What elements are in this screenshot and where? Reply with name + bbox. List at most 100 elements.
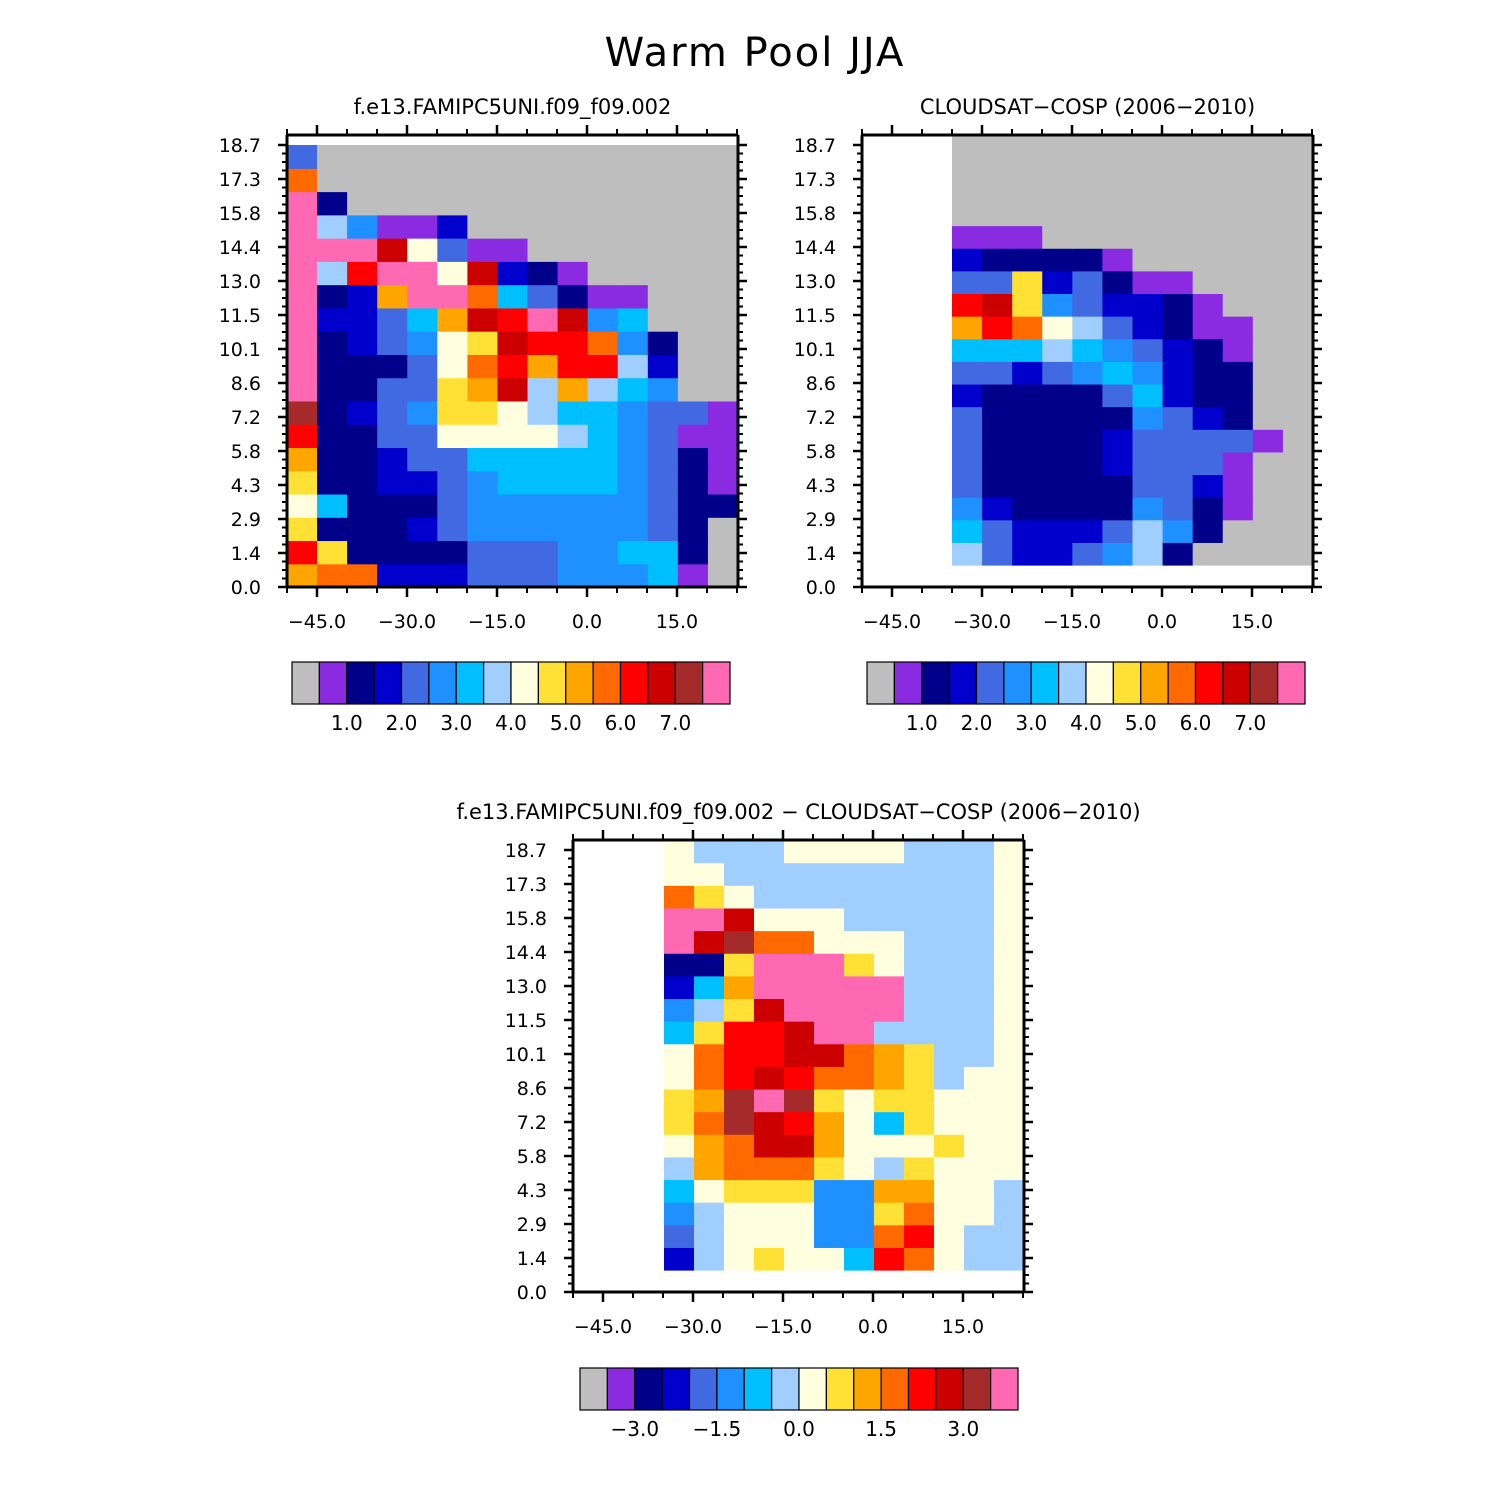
heatmap-cell — [754, 1066, 785, 1090]
heatmap-cell — [557, 145, 589, 169]
heatmap-cell — [1132, 202, 1164, 227]
heatmap-cell — [1192, 451, 1224, 476]
heatmap-cell — [724, 1043, 755, 1067]
heatmap-cell — [347, 563, 378, 588]
y-tick-label: 15.8 — [794, 203, 836, 225]
heatmap-cell — [377, 424, 408, 449]
colorbar-box — [1030, 661, 1060, 705]
heatmap-cell — [964, 1202, 995, 1226]
heatmap-cell — [677, 214, 709, 239]
heatmap-cell — [934, 930, 965, 954]
colorbar-box — [400, 661, 430, 705]
heatmap-cell — [1072, 474, 1104, 498]
heatmap-cell — [1162, 451, 1194, 476]
heatmap-cell — [1282, 383, 1314, 408]
heatmap-cell — [934, 1224, 965, 1248]
heatmap-cell — [952, 157, 983, 181]
heatmap-cell — [647, 168, 679, 193]
heatmap-cell — [407, 191, 438, 216]
heatmap-cell — [497, 168, 529, 193]
heatmap-cell — [1132, 474, 1164, 498]
heatmap-cell — [964, 1179, 995, 1203]
y-tick-label: 15.8 — [219, 203, 261, 225]
heatmap-cell — [587, 377, 619, 402]
heatmap-cell — [557, 517, 589, 542]
colorbar-box — [880, 1367, 910, 1411]
heatmap-cell — [377, 214, 408, 239]
heatmap-cell — [527, 377, 559, 402]
heatmap-cell — [1252, 451, 1284, 476]
heatmap-cell — [677, 447, 709, 472]
heatmap-cell — [347, 470, 378, 495]
heatmap-cell — [1282, 497, 1314, 521]
heatmap-cell — [587, 284, 619, 309]
heatmap-cell — [952, 135, 983, 159]
heatmap-cell — [754, 1179, 785, 1203]
heatmap-cell — [952, 293, 983, 317]
heatmap-cell — [994, 930, 1025, 954]
heatmap-cell — [814, 907, 845, 932]
heatmap-cell — [784, 1021, 815, 1045]
heatmap-cell — [467, 307, 499, 332]
heatmap-cell — [1102, 338, 1134, 362]
heatmap-cell — [1072, 270, 1104, 295]
heatmap-cell — [647, 261, 679, 286]
heatmap-cell — [707, 563, 739, 588]
heatmap-cell — [664, 930, 695, 954]
heatmap-cell — [587, 424, 619, 449]
x-tick-label: −45.0 — [863, 611, 921, 633]
heatmap-cell — [904, 1247, 935, 1271]
heatmap-cell — [694, 953, 725, 977]
heatmap-cell — [1252, 383, 1284, 408]
heatmap-cell — [437, 307, 468, 332]
heatmap-cell — [497, 145, 529, 169]
heatmap-cell — [1222, 202, 1254, 227]
heatmap-cell — [587, 400, 619, 425]
heatmap-cell — [1192, 180, 1224, 204]
heatmap-cell — [587, 447, 619, 472]
heatmap-cell — [844, 862, 875, 886]
heatmap-cell — [952, 542, 983, 566]
heatmap-cell — [994, 1043, 1025, 1067]
heatmap-cell — [707, 447, 739, 472]
heatmap-cell — [557, 238, 589, 262]
heatmap-cell — [814, 1156, 845, 1181]
heatmap-cell — [724, 975, 755, 1000]
heatmap-cell — [964, 885, 995, 909]
heatmap-cell — [784, 1179, 815, 1203]
colorbar-box — [921, 661, 950, 705]
heatmap-cell — [904, 1088, 935, 1113]
heatmap-cell — [437, 447, 468, 472]
heatmap-cell — [694, 1202, 725, 1226]
heatmap-cell — [317, 400, 348, 425]
heatmap-cell — [317, 331, 348, 355]
colorbar-box — [291, 661, 320, 705]
heatmap-cell — [694, 840, 725, 864]
y-tick-label: 7.2 — [517, 1112, 547, 1134]
heatmap-cell — [982, 474, 1013, 498]
heatmap-cell — [1042, 180, 1073, 204]
heatmap-cell — [377, 238, 408, 262]
heatmap-cell — [694, 1043, 725, 1067]
colorbar-box — [962, 1367, 992, 1411]
y-tick-label: 5.8 — [517, 1146, 547, 1168]
heatmap-cell — [724, 1134, 755, 1158]
heatmap-cell — [952, 383, 983, 408]
heatmap-cell — [784, 1224, 815, 1248]
heatmap-cell — [677, 145, 709, 169]
heatmap-cell — [664, 1202, 695, 1226]
heatmap-cell — [557, 214, 589, 239]
heatmap-cell — [1012, 135, 1043, 159]
heatmap-cell — [467, 261, 499, 286]
heatmap-cell — [994, 1066, 1025, 1090]
heatmap-cell — [1012, 383, 1043, 408]
colorbar-box — [537, 661, 567, 705]
heatmap-cell — [934, 1156, 965, 1181]
heatmap-cell — [1282, 248, 1314, 272]
colorbar-box — [990, 1367, 1019, 1411]
heatmap-cell — [694, 907, 725, 932]
heatmap-cell — [617, 261, 649, 286]
heatmap-cell — [647, 540, 679, 565]
heatmap-cell — [407, 517, 438, 542]
heatmap-cell — [1012, 542, 1043, 566]
